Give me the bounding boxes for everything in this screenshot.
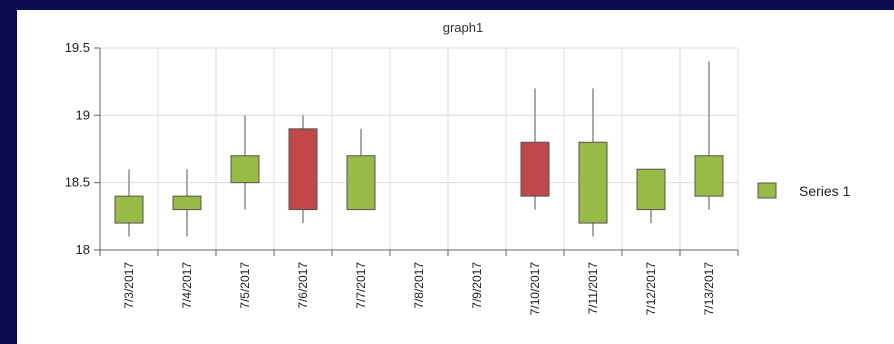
candle-body xyxy=(578,141,608,224)
candle-body xyxy=(288,128,318,211)
candle xyxy=(520,88,550,210)
x-tick-label: 7/13/2017 xyxy=(702,262,716,316)
candle-body xyxy=(520,141,550,197)
x-tick-label: 7/8/2017 xyxy=(412,262,426,309)
x-tick-label: 7/6/2017 xyxy=(296,262,310,309)
y-tick-label: 18.5 xyxy=(65,175,90,190)
y-tick-label: 19 xyxy=(76,107,90,122)
candle xyxy=(346,128,376,211)
candlestick-chart: graph1 18 18.5 19 19.5 7/3/2017 7/4/2017 7/5/2… xyxy=(65,20,851,316)
candle xyxy=(172,169,202,237)
x-tick-label: 7/7/2017 xyxy=(354,262,368,309)
candle-body xyxy=(694,155,724,197)
axes: 18 18.5 19 19.5 7/3/2017 7/4/2017 7/5/2017 7/6/… xyxy=(65,40,739,316)
candles xyxy=(114,61,724,237)
candle xyxy=(636,168,666,224)
legend-label: Series 1 xyxy=(799,183,851,199)
candle xyxy=(114,169,144,237)
x-tick-label: 7/9/2017 xyxy=(470,262,484,309)
grid xyxy=(99,47,739,251)
x-tick-label: 7/12/2017 xyxy=(644,262,658,316)
candle-body xyxy=(636,168,666,211)
x-tick-label: 7/4/2017 xyxy=(180,262,194,309)
candle xyxy=(288,115,318,224)
legend: Series 1 xyxy=(757,182,851,199)
x-tick-label: 7/5/2017 xyxy=(238,262,252,309)
candle xyxy=(694,61,724,210)
legend-swatch xyxy=(757,182,777,199)
y-tick-label: 19.5 xyxy=(65,40,90,55)
chart-panel: graph1 18 18.5 19 19.5 7/3/2017 7/4/2017 7/5/2… xyxy=(17,10,894,344)
candle-body xyxy=(230,155,260,184)
candle-body xyxy=(172,195,202,211)
y-tick-label: 18 xyxy=(76,242,90,257)
candle xyxy=(578,88,608,237)
x-tick-label: 7/3/2017 xyxy=(122,262,136,309)
candle-body xyxy=(346,155,376,211)
candle xyxy=(230,115,260,210)
x-tick-label: 7/11/2017 xyxy=(586,262,600,315)
candle-body xyxy=(114,195,144,224)
chart-title: graph1 xyxy=(443,20,483,35)
x-tick-label: 7/10/2017 xyxy=(528,262,542,316)
